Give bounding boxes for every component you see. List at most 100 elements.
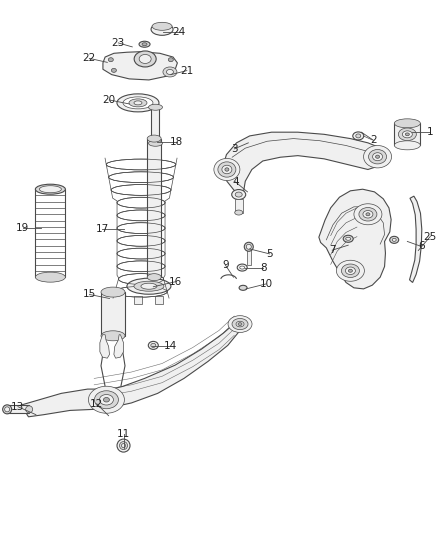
Ellipse shape [142, 43, 147, 46]
Text: 3: 3 [231, 144, 238, 154]
Ellipse shape [373, 152, 382, 161]
Ellipse shape [117, 439, 130, 452]
Text: 7: 7 [329, 245, 336, 255]
Ellipse shape [147, 135, 161, 142]
Ellipse shape [235, 210, 243, 215]
Ellipse shape [218, 162, 236, 177]
Ellipse shape [343, 235, 353, 243]
Text: 12: 12 [90, 399, 103, 409]
Ellipse shape [101, 287, 125, 297]
Text: 6: 6 [418, 241, 425, 252]
Bar [235, 199, 243, 213]
Ellipse shape [168, 58, 173, 62]
Ellipse shape [240, 266, 245, 269]
Ellipse shape [151, 343, 156, 348]
Ellipse shape [99, 394, 113, 405]
Polygon shape [114, 335, 124, 358]
Bar [147, 139, 161, 277]
Bar [152, 107, 159, 143]
Ellipse shape [3, 405, 12, 414]
Text: 9: 9 [222, 260, 229, 270]
Ellipse shape [346, 237, 351, 240]
Ellipse shape [368, 149, 387, 164]
Ellipse shape [127, 278, 171, 294]
Ellipse shape [214, 158, 240, 181]
Ellipse shape [392, 238, 396, 241]
Polygon shape [103, 52, 177, 80]
Ellipse shape [236, 321, 244, 327]
Ellipse shape [238, 322, 242, 326]
Bar [134, 296, 142, 304]
Ellipse shape [141, 283, 157, 289]
Polygon shape [319, 189, 391, 289]
Text: 11: 11 [117, 429, 130, 439]
Ellipse shape [148, 140, 162, 146]
Ellipse shape [246, 244, 251, 249]
Bar [35, 189, 65, 277]
Text: 16: 16 [169, 277, 182, 287]
Ellipse shape [88, 386, 124, 413]
Ellipse shape [134, 51, 156, 67]
Ellipse shape [403, 131, 412, 138]
Text: 10: 10 [260, 279, 273, 289]
Bar [247, 247, 251, 265]
Ellipse shape [353, 132, 364, 140]
Ellipse shape [39, 185, 61, 193]
Ellipse shape [134, 281, 164, 291]
Ellipse shape [394, 141, 420, 150]
Ellipse shape [244, 243, 253, 251]
Text: 17: 17 [95, 224, 109, 234]
Ellipse shape [232, 190, 246, 199]
Text: 14: 14 [164, 342, 177, 351]
Ellipse shape [152, 22, 172, 30]
Text: 21: 21 [180, 66, 194, 76]
Text: 23: 23 [112, 38, 125, 48]
Ellipse shape [364, 146, 392, 168]
Text: 15: 15 [83, 289, 96, 300]
Ellipse shape [5, 407, 10, 412]
Ellipse shape [129, 99, 147, 107]
Bar [394, 123, 420, 146]
Text: 8: 8 [260, 263, 267, 272]
Text: 13: 13 [11, 402, 25, 411]
Bar [115, 158, 167, 298]
Ellipse shape [121, 443, 126, 448]
Ellipse shape [394, 119, 420, 128]
Ellipse shape [147, 273, 161, 281]
Ellipse shape [134, 101, 142, 105]
Ellipse shape [398, 128, 417, 141]
Text: 18: 18 [170, 138, 184, 147]
Ellipse shape [336, 260, 364, 281]
Text: 2: 2 [370, 135, 377, 145]
Ellipse shape [148, 104, 162, 110]
Ellipse shape [405, 133, 410, 136]
Ellipse shape [101, 331, 125, 341]
Ellipse shape [366, 213, 370, 216]
Ellipse shape [103, 398, 110, 402]
Bar [101, 292, 125, 336]
Ellipse shape [95, 391, 118, 409]
Ellipse shape [35, 272, 65, 282]
Bar [7, 405, 29, 414]
Ellipse shape [111, 68, 117, 72]
Text: 22: 22 [83, 53, 96, 63]
Ellipse shape [341, 264, 360, 278]
Text: 1: 1 [427, 127, 433, 136]
Bar [155, 296, 163, 304]
Ellipse shape [375, 155, 380, 158]
Ellipse shape [108, 58, 113, 62]
Ellipse shape [348, 269, 353, 272]
Text: 5: 5 [266, 249, 273, 259]
Ellipse shape [225, 168, 229, 171]
Ellipse shape [346, 267, 355, 274]
Text: 4: 4 [232, 177, 239, 187]
Ellipse shape [359, 207, 377, 221]
Text: 25: 25 [424, 231, 437, 241]
Ellipse shape [35, 184, 65, 194]
Ellipse shape [356, 134, 361, 138]
Ellipse shape [166, 68, 171, 72]
Ellipse shape [120, 441, 127, 450]
Text: 19: 19 [16, 223, 29, 233]
Polygon shape [21, 320, 241, 417]
Ellipse shape [117, 94, 159, 112]
